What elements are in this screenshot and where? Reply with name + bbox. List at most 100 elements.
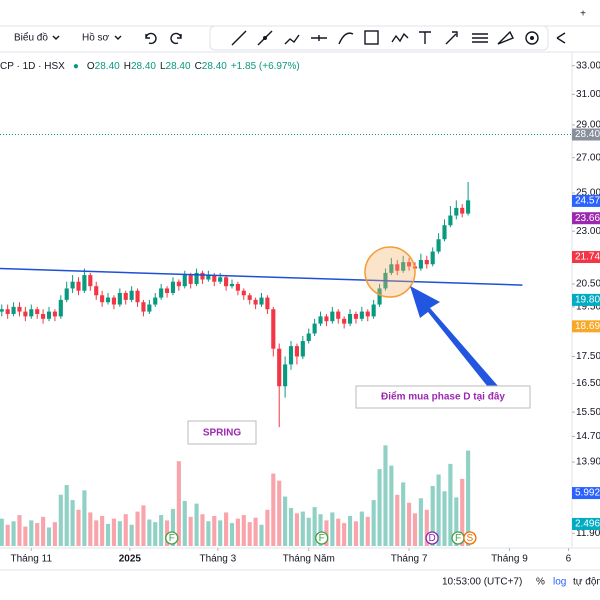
candle-body bbox=[259, 297, 264, 305]
volume-bar bbox=[224, 512, 229, 546]
candle-body bbox=[129, 290, 134, 300]
volume-bar bbox=[141, 505, 146, 546]
volume-bar bbox=[206, 521, 211, 546]
candle-body bbox=[277, 348, 282, 387]
candle-body bbox=[454, 207, 459, 216]
share[interactable] bbox=[556, 32, 566, 44]
volume-bar bbox=[123, 514, 128, 546]
volume-bar bbox=[35, 523, 40, 546]
y-tick-label: 16.50 bbox=[576, 378, 600, 389]
x-tick-label: Tháng 9 bbox=[491, 554, 528, 565]
price-label: 19.80 bbox=[575, 295, 600, 306]
volume-bar bbox=[70, 500, 75, 546]
volume-bar bbox=[46, 527, 52, 546]
legend-value: 28.40 bbox=[202, 61, 227, 72]
volume-bar bbox=[117, 521, 122, 546]
candle-body bbox=[371, 304, 376, 317]
legend: CP · 1D · HSX ● O28.40 H28.40 L28.40 C28.40 +1… bbox=[0, 61, 300, 72]
volume-bar bbox=[383, 445, 388, 546]
volume-bar bbox=[265, 509, 270, 546]
candle-body bbox=[460, 207, 465, 214]
volume-bar bbox=[64, 485, 69, 546]
volume-label: 5.992 bbox=[575, 488, 600, 499]
price-label-box bbox=[572, 320, 600, 333]
candle-body bbox=[159, 288, 164, 298]
undo[interactable] bbox=[145, 32, 157, 45]
y-tick-label: 33.00 bbox=[576, 60, 600, 71]
volume-bar bbox=[153, 522, 158, 546]
volume-bar bbox=[294, 513, 299, 546]
candle-body bbox=[324, 316, 329, 322]
log-toggle[interactable]: log bbox=[553, 577, 566, 588]
y-tick-label: 19.50 bbox=[576, 302, 600, 313]
volume-bar bbox=[365, 516, 370, 546]
highlight-circle bbox=[364, 246, 416, 298]
candle-body bbox=[46, 311, 52, 319]
candle-body bbox=[194, 272, 199, 284]
volume-bar bbox=[229, 523, 235, 546]
x-tick-label: Tháng 3 bbox=[199, 554, 236, 565]
legend-value: 28.40 bbox=[95, 61, 120, 72]
volume-bar bbox=[17, 515, 22, 546]
price-label: 21.74 bbox=[575, 252, 600, 263]
candle-body bbox=[288, 346, 294, 365]
volume-bar bbox=[424, 509, 429, 546]
volume-bar bbox=[324, 520, 329, 546]
volume-bar bbox=[164, 520, 170, 546]
plot bbox=[0, 134, 572, 546]
price-label-box bbox=[572, 293, 600, 306]
candle-body bbox=[359, 311, 364, 319]
spring-box bbox=[187, 420, 257, 445]
volume-bar bbox=[23, 526, 28, 546]
legend-key: L bbox=[160, 61, 166, 72]
volume-label-box bbox=[572, 517, 600, 530]
volume-bar bbox=[271, 473, 276, 546]
volume-bar bbox=[306, 517, 311, 546]
price-label-box bbox=[572, 251, 600, 264]
volume-bar bbox=[111, 518, 116, 546]
volume-bar bbox=[312, 507, 317, 546]
volume-bar bbox=[277, 480, 282, 546]
arrow bbox=[410, 286, 498, 392]
profile-menu[interactable]: Hồ sơ bbox=[82, 32, 110, 44]
add-button[interactable]: + bbox=[580, 9, 586, 20]
candle-body bbox=[35, 309, 40, 314]
chevron bbox=[114, 35, 122, 40]
y-tick-label: 15.50 bbox=[576, 407, 600, 418]
candle-body bbox=[153, 297, 158, 305]
candle-body bbox=[330, 311, 335, 322]
candle-body bbox=[347, 313, 353, 324]
legend-key: H bbox=[124, 61, 131, 72]
volume-bar bbox=[82, 490, 87, 546]
price-label: 24.57 bbox=[575, 196, 600, 207]
spring-label: SPRING bbox=[203, 428, 242, 439]
candle-body bbox=[466, 200, 471, 214]
candle-body bbox=[206, 275, 211, 280]
volume-bar bbox=[11, 521, 16, 546]
redo[interactable] bbox=[170, 32, 182, 45]
volume-bar bbox=[100, 515, 105, 546]
y-tick-label: 27.00 bbox=[576, 152, 600, 163]
auto-toggle[interactable]: tự độn bbox=[573, 577, 600, 588]
volume-bar bbox=[105, 523, 111, 546]
volume-bar bbox=[176, 461, 181, 546]
candle-body bbox=[436, 239, 441, 252]
legend-key: O bbox=[87, 61, 95, 72]
candle-body bbox=[0, 309, 4, 312]
candle-body bbox=[141, 302, 146, 312]
volume-bar bbox=[353, 521, 359, 546]
candle-body bbox=[271, 309, 276, 349]
y-tick-label: 23.00 bbox=[576, 226, 600, 237]
candle-body bbox=[336, 311, 341, 319]
candle-body bbox=[70, 281, 75, 289]
percent-toggle[interactable]: % bbox=[536, 577, 545, 588]
chart-menu[interactable]: Biểu đồ bbox=[14, 32, 48, 44]
volume-bar bbox=[159, 515, 164, 546]
candle-body bbox=[229, 283, 235, 287]
y-tick-label: 13.90 bbox=[576, 457, 600, 468]
volume-bar bbox=[94, 520, 99, 546]
candle-body bbox=[318, 316, 323, 324]
drawing-tools[interactable] bbox=[231, 30, 539, 46]
candle-body bbox=[147, 304, 152, 312]
event-marker bbox=[165, 531, 179, 545]
